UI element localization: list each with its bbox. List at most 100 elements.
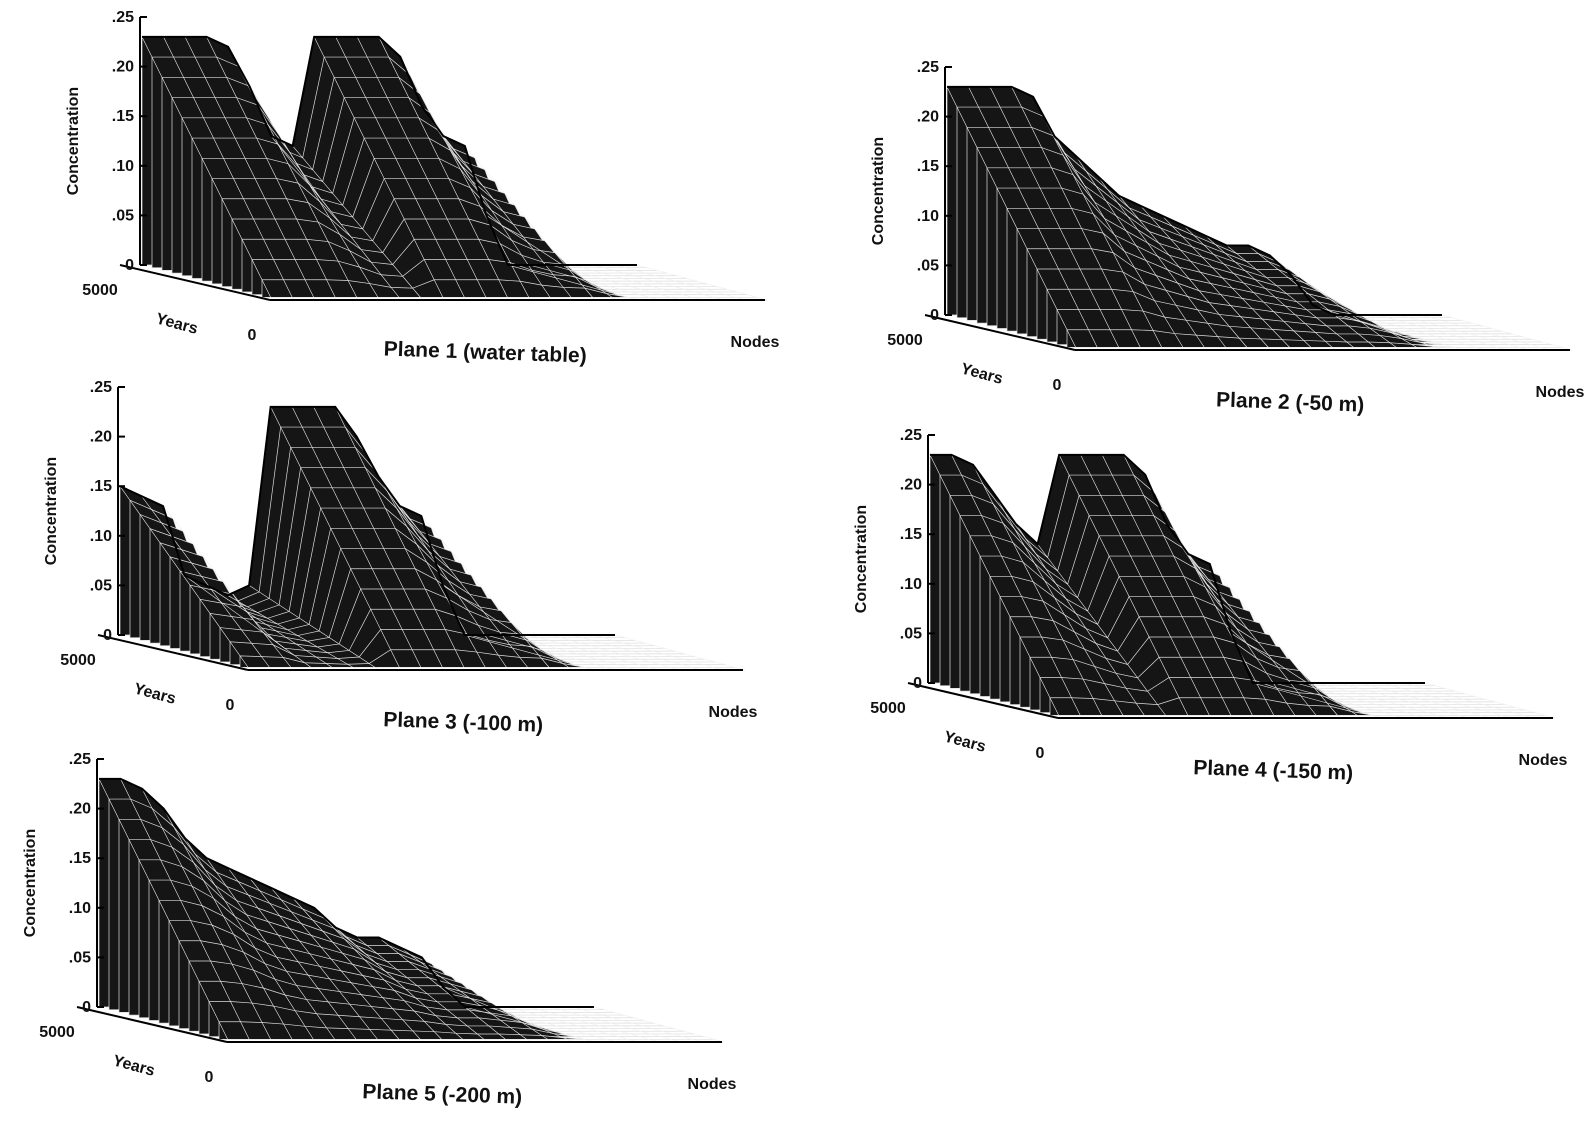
mesh-line [206,36,337,301]
y-tick-label: 0 [82,999,91,1016]
mesh-line [1424,682,1556,719]
y-tick-label: 0 [103,627,112,644]
mesh-line [1118,195,1250,351]
mesh-line [270,887,402,1043]
profile-line [947,85,1442,316]
z-tick-label: 5000 [82,282,118,299]
mesh-line [227,595,358,671]
z-tick-label: 0 [1036,745,1045,762]
mesh-line [572,264,703,301]
mesh-line [335,927,466,1043]
mesh-line [292,897,423,1043]
y-tick-label: .10 [112,158,134,175]
mesh-line [1032,96,1164,351]
mesh-line [1231,633,1362,719]
z-axis-label: Years [154,310,200,338]
profile-line [930,453,1425,684]
mesh-line [249,877,380,1043]
y-tick-label: .15 [900,526,922,543]
mesh-line [1162,215,1293,351]
mesh-line [119,486,251,671]
y-axis-label: Concentration [22,829,39,937]
mesh-line [1295,682,1426,719]
z-axis [97,634,249,671]
mesh-line [464,145,596,301]
mesh-line [1248,245,1379,351]
z-tick-label: 0 [1053,377,1062,394]
mesh-line [1252,682,1383,719]
y-axis-label: Concentration [870,137,887,245]
mesh-line [529,1006,660,1043]
y-tick-label: .15 [90,478,112,495]
mesh-line [951,454,1082,719]
y-tick-label: .25 [900,427,922,444]
surface-slice [218,1021,714,1040]
mesh-line [1291,275,1422,351]
x-axis-label: Nodes [731,334,780,351]
mesh-line [292,145,423,301]
mesh-line [1269,255,1401,351]
mesh-line [571,634,703,671]
z-axis [76,1006,228,1043]
x-axis-label: Nodes [1536,384,1585,401]
mesh-line [486,1006,617,1043]
y-tick-label: .20 [900,477,922,494]
y-axis-label: Concentration [65,87,82,195]
mesh-line [550,634,681,671]
z-axis [907,682,1059,719]
x-axis-label: Nodes [688,1076,737,1093]
z-tick-label: 0 [205,1069,214,1086]
mesh-line [1144,474,1276,719]
mesh-line [507,634,638,671]
surface-slice [239,649,735,668]
z-axis-label: Years [959,360,1005,388]
z-tick-label: 5000 [887,332,923,349]
mesh-line [270,135,402,301]
mesh-line [443,986,574,1043]
mesh-line [227,867,359,1043]
y-tick-label: 0 [930,307,939,324]
mesh-line [1058,454,1190,719]
y-tick-label: .10 [917,208,939,225]
mesh-line [313,406,444,671]
mesh-line [550,264,681,301]
mesh-line [334,406,466,671]
y-axis-label: Concentration [853,505,870,613]
mesh-line [291,406,423,671]
mesh-line [1420,314,1551,351]
panel: 0 .05 .10 .15 .20 .25 5000 0 Years Concentration N… [22,751,737,1109]
y-tick-label: .10 [90,528,112,545]
mesh-line [1360,682,1491,719]
mesh-line [270,406,401,671]
mesh-line [1398,314,1530,351]
y-tick-label: .10 [69,900,91,917]
z-tick-label: 0 [226,697,235,714]
z-axis [119,264,271,301]
mesh-line [1037,543,1168,719]
mesh-line [614,634,746,671]
mesh-line [378,937,509,1043]
mesh-line [1080,454,1211,719]
mesh-line [248,585,380,671]
mesh-line [313,36,445,301]
mesh-line [163,36,294,301]
mesh-line [357,937,488,1043]
y-tick-label: .05 [69,949,91,966]
panel-title: Plane 5 (-200 m) [362,1080,523,1109]
panel-title: Plane 3 (-100 m) [383,708,544,737]
mesh-line [1011,86,1142,351]
mesh-line [593,1006,725,1043]
mesh-line [249,86,380,301]
mesh-line [184,838,316,1043]
mesh-line [399,505,531,671]
y-tick-label: 0 [913,675,922,692]
z-axis-label: Years [132,680,178,708]
y-tick-label: .05 [900,625,922,642]
mesh-line [528,634,659,671]
y-tick-label: .15 [69,850,91,867]
mesh-line [1123,454,1254,719]
mesh-line [1441,314,1573,351]
mesh-line [1209,563,1341,719]
profile-line [119,405,615,636]
